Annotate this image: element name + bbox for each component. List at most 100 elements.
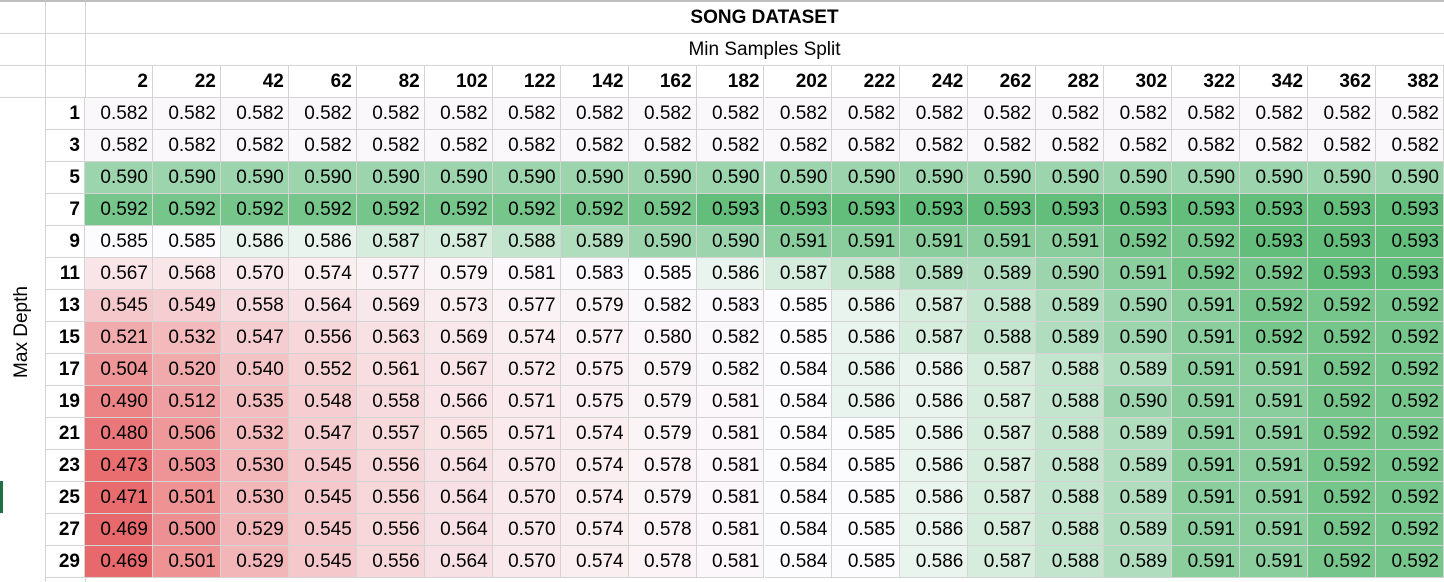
heatmap-cell[interactable]: 0.592 — [492, 194, 561, 226]
heatmap-cell[interactable]: 0.588 — [1036, 546, 1105, 578]
heatmap-cell[interactable]: 0.590 — [968, 162, 1037, 194]
heatmap-cell[interactable]: 0.567 — [85, 258, 153, 290]
heatmap-cell[interactable]: 0.582 — [628, 290, 697, 322]
heatmap-cell[interactable]: 0.582 — [1036, 130, 1105, 162]
heatmap-cell[interactable]: 0.589 — [968, 258, 1037, 290]
heatmap-cell[interactable]: 0.592 — [1376, 546, 1444, 578]
heatmap-cell[interactable]: 0.589 — [1104, 354, 1173, 386]
heatmap-cell[interactable]: 0.532 — [220, 418, 289, 450]
heatmap-cell[interactable]: 0.582 — [696, 130, 765, 162]
heatmap-cell[interactable]: 0.585 — [628, 258, 697, 290]
heatmap-cell[interactable]: 0.578 — [628, 546, 697, 578]
heatmap-cell[interactable]: 0.591 — [1172, 322, 1241, 354]
heatmap-cell[interactable]: 0.593 — [1376, 226, 1444, 258]
heatmap-cell[interactable]: 0.579 — [628, 418, 697, 450]
heatmap-cell[interactable]: 0.582 — [560, 98, 629, 130]
heatmap-cell[interactable]: 0.503 — [152, 450, 221, 482]
heatmap-cell[interactable]: 0.582 — [1308, 130, 1377, 162]
heatmap-cell[interactable]: 0.590 — [1240, 162, 1309, 194]
heatmap-cell[interactable]: 0.584 — [764, 386, 833, 418]
heatmap-cell[interactable]: 0.586 — [696, 258, 765, 290]
heatmap-cell[interactable]: 0.581 — [696, 546, 765, 578]
heatmap-cell[interactable]: 0.577 — [560, 322, 629, 354]
heatmap-cell[interactable]: 0.584 — [764, 450, 833, 482]
heatmap-cell[interactable]: 0.545 — [85, 290, 153, 322]
heatmap-cell[interactable]: 0.570 — [492, 514, 561, 546]
heatmap-cell[interactable]: 0.592 — [220, 194, 289, 226]
heatmap-cell[interactable]: 0.589 — [900, 258, 969, 290]
heatmap-cell[interactable]: 0.591 — [900, 226, 969, 258]
heatmap-cell[interactable]: 0.590 — [628, 162, 697, 194]
heatmap-cell[interactable]: 0.586 — [900, 418, 969, 450]
heatmap-cell[interactable]: 0.577 — [356, 258, 425, 290]
heatmap-cell[interactable]: 0.549 — [152, 290, 221, 322]
heatmap-cell[interactable]: 0.585 — [764, 290, 833, 322]
heatmap-cell[interactable]: 0.578 — [628, 450, 697, 482]
heatmap-cell[interactable]: 0.582 — [1308, 98, 1377, 130]
heatmap-cell[interactable]: 0.582 — [220, 98, 289, 130]
heatmap-cell[interactable]: 0.593 — [968, 194, 1037, 226]
heatmap-cell[interactable]: 0.586 — [900, 450, 969, 482]
heatmap-cell[interactable]: 0.592 — [1308, 450, 1377, 482]
heatmap-cell[interactable]: 0.593 — [1240, 226, 1309, 258]
heatmap-cell[interactable]: 0.588 — [832, 258, 901, 290]
heatmap-cell[interactable]: 0.532 — [152, 322, 221, 354]
heatmap-cell[interactable]: 0.592 — [356, 194, 425, 226]
heatmap-cell[interactable]: 0.582 — [356, 130, 425, 162]
heatmap-cell[interactable]: 0.590 — [832, 162, 901, 194]
heatmap-cell[interactable]: 0.593 — [696, 194, 765, 226]
heatmap-cell[interactable]: 0.592 — [628, 194, 697, 226]
heatmap-cell[interactable]: 0.592 — [288, 194, 357, 226]
heatmap-cell[interactable]: 0.592 — [1308, 418, 1377, 450]
heatmap-cell[interactable]: 0.565 — [424, 418, 493, 450]
heatmap-cell[interactable]: 0.590 — [424, 162, 493, 194]
heatmap-cell[interactable]: 0.592 — [560, 194, 629, 226]
heatmap-cell[interactable]: 0.575 — [560, 386, 629, 418]
heatmap-cell[interactable]: 0.582 — [968, 130, 1037, 162]
heatmap-cell[interactable]: 0.469 — [85, 546, 153, 578]
heatmap-cell[interactable]: 0.584 — [764, 482, 833, 514]
heatmap-cell[interactable]: 0.588 — [1036, 482, 1105, 514]
heatmap-cell[interactable]: 0.582 — [288, 130, 357, 162]
heatmap-cell[interactable]: 0.563 — [356, 322, 425, 354]
heatmap-cell[interactable]: 0.590 — [696, 162, 765, 194]
heatmap-cell[interactable]: 0.593 — [1172, 194, 1241, 226]
heatmap-cell[interactable]: 0.590 — [1104, 162, 1173, 194]
heatmap-cell[interactable]: 0.571 — [492, 418, 561, 450]
heatmap-cell[interactable]: 0.592 — [1308, 514, 1377, 546]
heatmap-cell[interactable]: 0.593 — [1308, 194, 1377, 226]
heatmap-cell[interactable]: 0.569 — [424, 322, 493, 354]
heatmap-cell[interactable]: 0.556 — [356, 450, 425, 482]
heatmap-cell[interactable]: 0.582 — [1376, 98, 1444, 130]
heatmap-cell[interactable]: 0.581 — [696, 418, 765, 450]
heatmap-cell[interactable]: 0.586 — [832, 354, 901, 386]
heatmap-cell[interactable]: 0.589 — [1104, 482, 1173, 514]
heatmap-cell[interactable]: 0.582 — [560, 130, 629, 162]
heatmap-cell[interactable]: 0.582 — [152, 130, 221, 162]
heatmap-cell[interactable]: 0.591 — [1036, 226, 1105, 258]
heatmap-cell[interactable]: 0.590 — [900, 162, 969, 194]
heatmap-cell[interactable]: 0.592 — [1376, 354, 1444, 386]
heatmap-cell[interactable]: 0.589 — [1104, 546, 1173, 578]
heatmap-cell[interactable]: 0.593 — [900, 194, 969, 226]
heatmap-cell[interactable]: 0.521 — [85, 322, 153, 354]
heatmap-cell[interactable]: 0.564 — [424, 482, 493, 514]
heatmap-cell[interactable]: 0.564 — [424, 546, 493, 578]
heatmap-cell[interactable]: 0.587 — [900, 290, 969, 322]
heatmap-cell[interactable]: 0.582 — [900, 130, 969, 162]
heatmap-cell[interactable]: 0.556 — [356, 482, 425, 514]
heatmap-cell[interactable]: 0.590 — [1104, 290, 1173, 322]
heatmap-cell[interactable]: 0.587 — [968, 386, 1037, 418]
heatmap-cell[interactable]: 0.591 — [1104, 258, 1173, 290]
heatmap-cell[interactable]: 0.582 — [832, 98, 901, 130]
heatmap-cell[interactable]: 0.591 — [1172, 354, 1241, 386]
heatmap-cell[interactable]: 0.581 — [696, 386, 765, 418]
heatmap-cell[interactable]: 0.471 — [85, 482, 153, 514]
heatmap-cell[interactable]: 0.587 — [968, 546, 1037, 578]
heatmap-cell[interactable]: 0.564 — [288, 290, 357, 322]
heatmap-cell[interactable]: 0.592 — [1308, 386, 1377, 418]
heatmap-cell[interactable]: 0.570 — [492, 546, 561, 578]
heatmap-cell[interactable]: 0.588 — [968, 322, 1037, 354]
heatmap-cell[interactable]: 0.582 — [424, 98, 493, 130]
heatmap-cell[interactable]: 0.582 — [1172, 130, 1241, 162]
